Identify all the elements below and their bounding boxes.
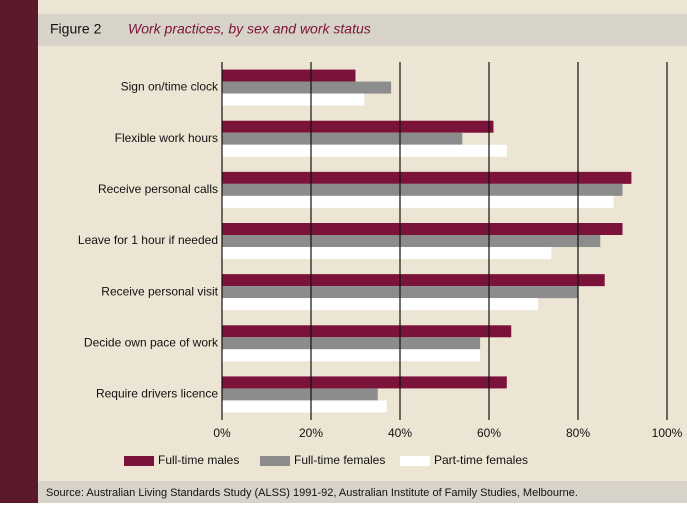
y-tick-label: Sign on/time clock	[121, 80, 219, 94]
bar	[222, 325, 512, 338]
legend-label: Full-time females	[294, 453, 385, 467]
x-tick-label: 40%	[388, 426, 412, 440]
bar	[222, 223, 623, 235]
bar	[222, 400, 387, 413]
bar	[222, 132, 463, 145]
bar	[222, 337, 481, 350]
bar	[222, 388, 378, 401]
bar	[222, 81, 392, 94]
y-tick-label: Flexible work hours	[115, 131, 218, 145]
bar	[222, 376, 507, 389]
x-tick-label: 0%	[213, 426, 231, 440]
x-tick-label: 80%	[566, 426, 590, 440]
legend-label: Part-time females	[434, 453, 528, 467]
chart-title: Work practices, by sex and work status	[128, 21, 371, 37]
x-tick-label: 100%	[652, 426, 683, 440]
source: Source: Australian Living Standards Stud…	[46, 487, 578, 499]
x-tick-label: 60%	[477, 426, 501, 440]
y-tick-label: Decide own pace of work	[84, 335, 219, 349]
bar	[222, 144, 507, 157]
bar	[222, 93, 365, 106]
bar	[222, 235, 601, 247]
side-strip	[0, 0, 38, 503]
bar	[222, 69, 356, 82]
bar	[222, 298, 538, 311]
legend-swatch	[400, 456, 430, 466]
legend-swatch	[124, 456, 154, 466]
y-tick-label: Receive personal visit	[101, 284, 218, 298]
legend-label: Full-time males	[158, 453, 239, 467]
bar	[222, 120, 494, 133]
y-tick-label: Require drivers licence	[96, 387, 218, 401]
figure-label: Figure 2	[50, 21, 102, 37]
bar	[222, 171, 632, 184]
legend-swatch	[260, 456, 290, 466]
bar	[222, 183, 623, 196]
y-tick-label: Receive personal calls	[98, 182, 218, 196]
bar	[222, 274, 605, 287]
header-band	[38, 14, 687, 46]
bar	[222, 349, 481, 362]
bar	[222, 247, 552, 259]
x-tick-label: 20%	[299, 426, 323, 440]
y-tick-label: Leave for 1 hour if needed	[78, 233, 218, 247]
bar	[222, 195, 614, 208]
source-band	[38, 481, 687, 503]
